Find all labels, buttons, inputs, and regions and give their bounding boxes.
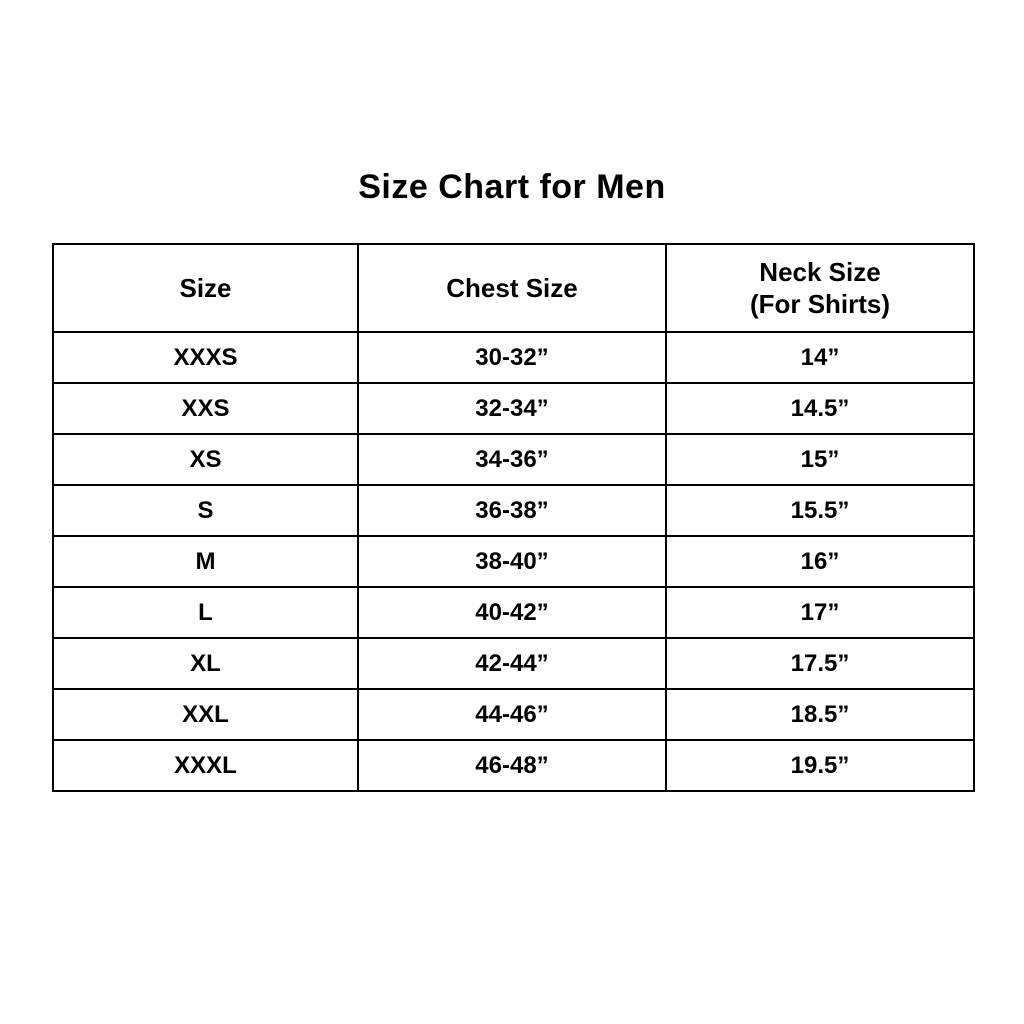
chest-cell: 38-40”	[357, 535, 667, 588]
chest-cell: 46-48”	[357, 739, 667, 792]
neck-cell: 18.5”	[665, 688, 975, 741]
table-row: XXL 44-46” 18.5”	[52, 688, 975, 741]
chest-cell: 40-42”	[357, 586, 667, 639]
neck-cell: 19.5”	[665, 739, 975, 792]
neck-cell: 17”	[665, 586, 975, 639]
chest-cell: 44-46”	[357, 688, 667, 741]
header-row: Size Chest Size Neck Size (For Shirts)	[52, 243, 975, 333]
size-cell: XS	[52, 433, 359, 486]
table-row: XS 34-36” 15”	[52, 433, 975, 486]
chest-cell: 36-38”	[357, 484, 667, 537]
neck-cell: 17.5”	[665, 637, 975, 690]
chest-cell: 30-32”	[357, 331, 667, 384]
table-row: XXXL 46-48” 19.5”	[52, 739, 975, 792]
table-row: XL 42-44” 17.5”	[52, 637, 975, 690]
table-body: XXXS 30-32” 14” XXS 32-34” 14.5” XS 34-3…	[52, 331, 975, 792]
neck-cell: 14”	[665, 331, 975, 384]
size-cell: XXS	[52, 382, 359, 435]
table-row: S 36-38” 15.5”	[52, 484, 975, 537]
neck-cell: 15.5”	[665, 484, 975, 537]
size-cell: XXXS	[52, 331, 359, 384]
table-row: XXXS 30-32” 14”	[52, 331, 975, 384]
neck-cell: 14.5”	[665, 382, 975, 435]
size-cell: S	[52, 484, 359, 537]
neck-cell: 15”	[665, 433, 975, 486]
size-cell: L	[52, 586, 359, 639]
header-size: Size	[52, 243, 359, 333]
table-header: Size Chest Size Neck Size (For Shirts)	[52, 243, 975, 333]
table-row: M 38-40” 16”	[52, 535, 975, 588]
chest-cell: 42-44”	[357, 637, 667, 690]
size-cell: XL	[52, 637, 359, 690]
size-chart-table: Size Chest Size Neck Size (For Shirts) X…	[52, 243, 975, 792]
chest-cell: 32-34”	[357, 382, 667, 435]
chest-cell: 34-36”	[357, 433, 667, 486]
size-cell: XXXL	[52, 739, 359, 792]
header-neck-size: Neck Size (For Shirts)	[665, 243, 975, 333]
size-cell: M	[52, 535, 359, 588]
table-row: XXS 32-34” 14.5”	[52, 382, 975, 435]
table-row: L 40-42” 17”	[52, 586, 975, 639]
header-chest-size: Chest Size	[357, 243, 667, 333]
page-title: Size Chart for Men	[358, 168, 666, 206]
size-cell: XXL	[52, 688, 359, 741]
neck-cell: 16”	[665, 535, 975, 588]
